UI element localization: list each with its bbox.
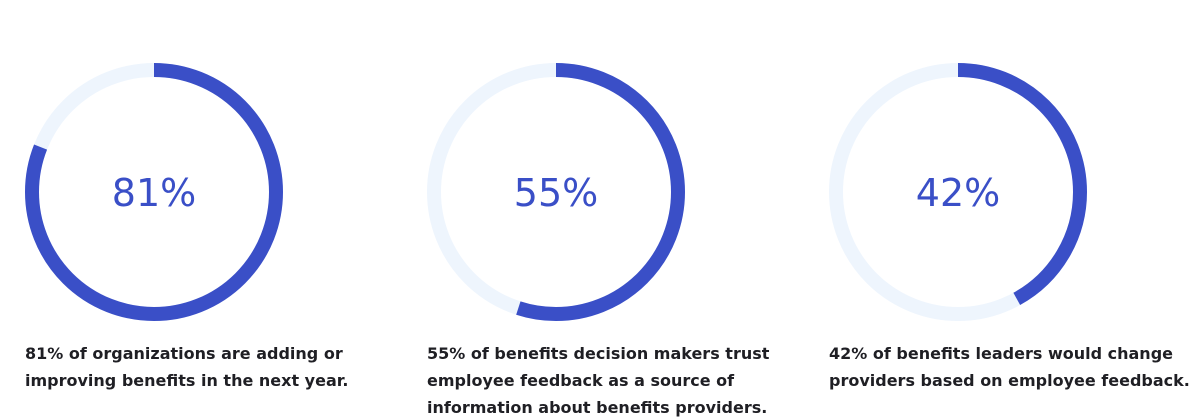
donut-center-label: 42% xyxy=(916,171,1000,215)
caption: employee feedback as a source of xyxy=(427,371,735,390)
caption: 81% of organizations are adding or xyxy=(25,344,343,363)
caption: 42% of benefits leaders would change xyxy=(829,344,1173,363)
caption: information about benefits providers. xyxy=(427,398,767,417)
donut-arc xyxy=(25,63,283,321)
donut-center-label: 55% xyxy=(514,171,598,215)
donut-arc xyxy=(427,63,685,321)
donut-arc xyxy=(829,63,1087,321)
donut-center-label: 81% xyxy=(112,171,196,215)
caption: providers based on employee feedback. xyxy=(829,371,1190,390)
caption: improving benefits in the next year. xyxy=(25,371,348,390)
caption: 55% of benefits decision makers trust xyxy=(427,344,770,363)
